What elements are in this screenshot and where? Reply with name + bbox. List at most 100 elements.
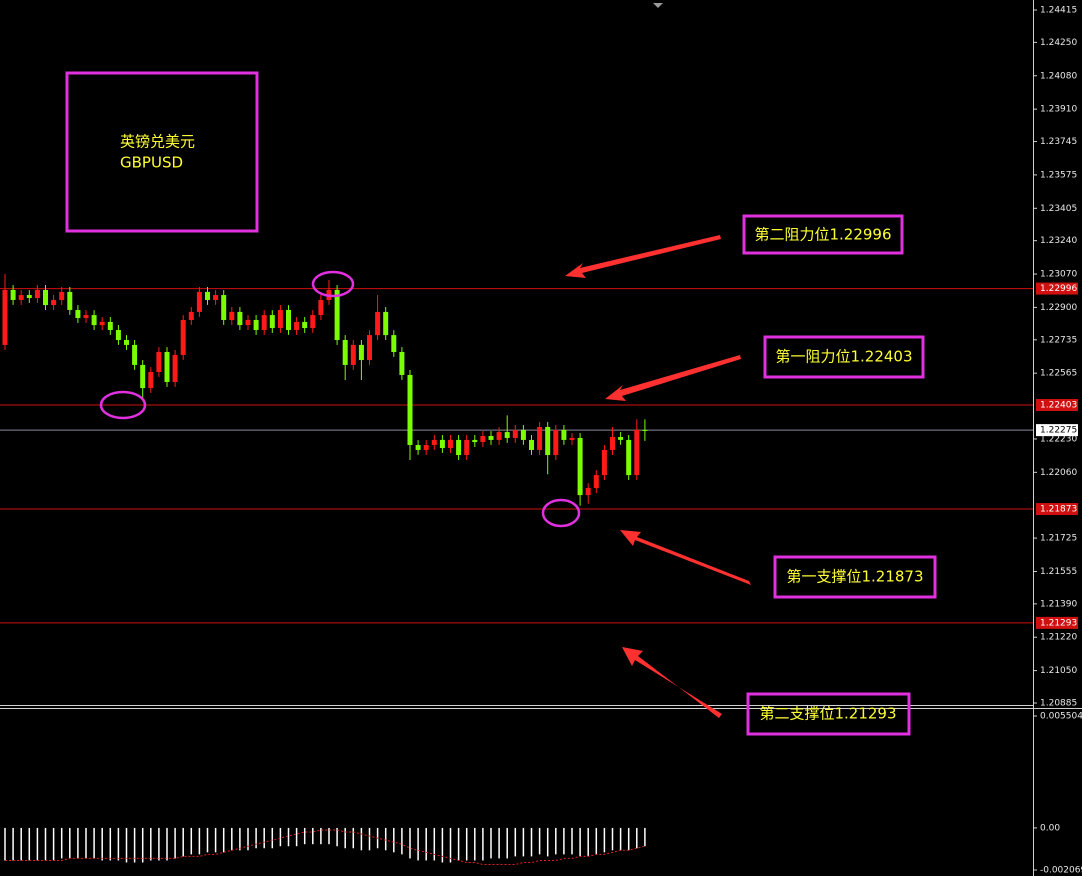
histogram-bar	[263, 827, 265, 849]
candle-body	[115, 329, 121, 341]
y-tick-label: 1.21220	[1040, 633, 1077, 643]
histogram-bar	[36, 827, 39, 861]
histogram-bar	[231, 827, 233, 851]
candle-body	[448, 439, 453, 448]
candle-body	[253, 319, 259, 330]
candle-body	[407, 374, 413, 446]
y-tick-label: 1.23240	[1040, 236, 1077, 246]
y-tick-label: -0.002069	[1040, 866, 1082, 876]
histogram-bar	[255, 827, 257, 849]
candle-body	[480, 436, 486, 443]
histogram-bar	[490, 827, 492, 859]
highlight-circle	[541, 498, 581, 528]
candle-body	[156, 351, 162, 373]
candle-body	[415, 445, 421, 450]
candle-body	[561, 429, 567, 440]
candle-body	[358, 344, 364, 361]
candle-body	[286, 309, 291, 330]
candle-body	[553, 429, 559, 456]
histogram-bar	[644, 827, 646, 847]
candle-body	[375, 311, 381, 336]
candle-body	[585, 488, 591, 496]
histogram-bar	[336, 827, 338, 847]
candle-body	[302, 321, 308, 329]
histogram-bar	[77, 827, 79, 859]
histogram-bar	[182, 827, 184, 857]
histogram-bar	[28, 827, 31, 861]
title: 英镑兑美元	[120, 133, 195, 151]
histogram-bar	[409, 827, 411, 859]
candle-body	[593, 475, 599, 489]
candle-body	[439, 439, 445, 448]
candle-body	[221, 295, 227, 320]
shift-marker	[653, 3, 663, 8]
candle-body	[318, 299, 324, 316]
annotation: 第一支撑位1.21873	[786, 568, 923, 586]
candle-body	[188, 311, 194, 320]
histogram-bar	[328, 827, 330, 845]
candle-body	[537, 426, 543, 450]
candle-body	[148, 372, 154, 389]
candle-body	[610, 436, 615, 450]
candle-body	[213, 295, 219, 300]
y-tick-label: 1.22735	[1040, 335, 1077, 345]
annotation-box	[763, 335, 925, 379]
candle-body	[529, 439, 534, 450]
candle-body	[577, 437, 583, 496]
candle-body	[472, 439, 478, 443]
histogram-bar	[360, 827, 363, 851]
candle-body	[75, 309, 81, 319]
candle-body	[383, 311, 389, 336]
candle-body	[512, 429, 518, 438]
candle-body	[34, 289, 40, 298]
histogram-bar	[287, 827, 290, 847]
candle-body	[140, 364, 146, 389]
candle-body	[488, 436, 494, 440]
y-tick-label: 1.21050	[1040, 666, 1077, 676]
candle-body	[91, 315, 97, 326]
histogram-bar	[44, 827, 47, 861]
candle-body	[504, 432, 510, 438]
histogram-bar	[595, 827, 598, 855]
candle-body	[642, 429, 648, 431]
y-tick-label: 0.005504	[1040, 712, 1082, 722]
candle-body	[26, 295, 32, 298]
histogram-bar	[85, 827, 87, 859]
level-label: 1.22403	[1040, 400, 1077, 410]
histogram-bar	[320, 827, 322, 845]
arrow	[565, 235, 721, 278]
histogram-bar	[401, 827, 403, 855]
histogram-bar	[555, 827, 557, 855]
histogram-bar	[506, 827, 508, 859]
histogram-bar	[457, 827, 460, 861]
candle-body	[2, 289, 8, 345]
histogram-bar	[93, 827, 95, 859]
candle-body	[601, 449, 607, 476]
histogram-bar	[417, 827, 419, 861]
annotation: 第二阻力位1.22996	[754, 226, 891, 244]
histogram-bar	[538, 827, 541, 855]
candle-body	[59, 291, 65, 300]
candle-body	[196, 291, 202, 312]
y-tick-label: 1.21390	[1040, 599, 1077, 609]
candle-body	[618, 436, 624, 440]
histogram-bar	[222, 827, 225, 853]
histogram-bar	[441, 827, 444, 863]
candle-body	[10, 289, 16, 300]
candle-body	[423, 445, 429, 450]
histogram-bar	[125, 827, 128, 863]
histogram-bar	[206, 827, 209, 853]
candle-body	[18, 295, 24, 300]
current-price-bg	[1036, 424, 1078, 437]
y-tick-label: 1.24250	[1040, 38, 1077, 48]
y-tick-label: 1.22230	[1040, 434, 1077, 444]
histogram-bar	[239, 827, 241, 851]
histogram-bar	[190, 827, 193, 855]
subtitle: GBPUSD	[120, 154, 183, 172]
candle-body	[456, 439, 462, 456]
candle-body	[391, 335, 397, 352]
histogram-bar	[498, 827, 500, 859]
histogram-bar	[393, 827, 395, 853]
histogram-bar	[303, 827, 306, 845]
